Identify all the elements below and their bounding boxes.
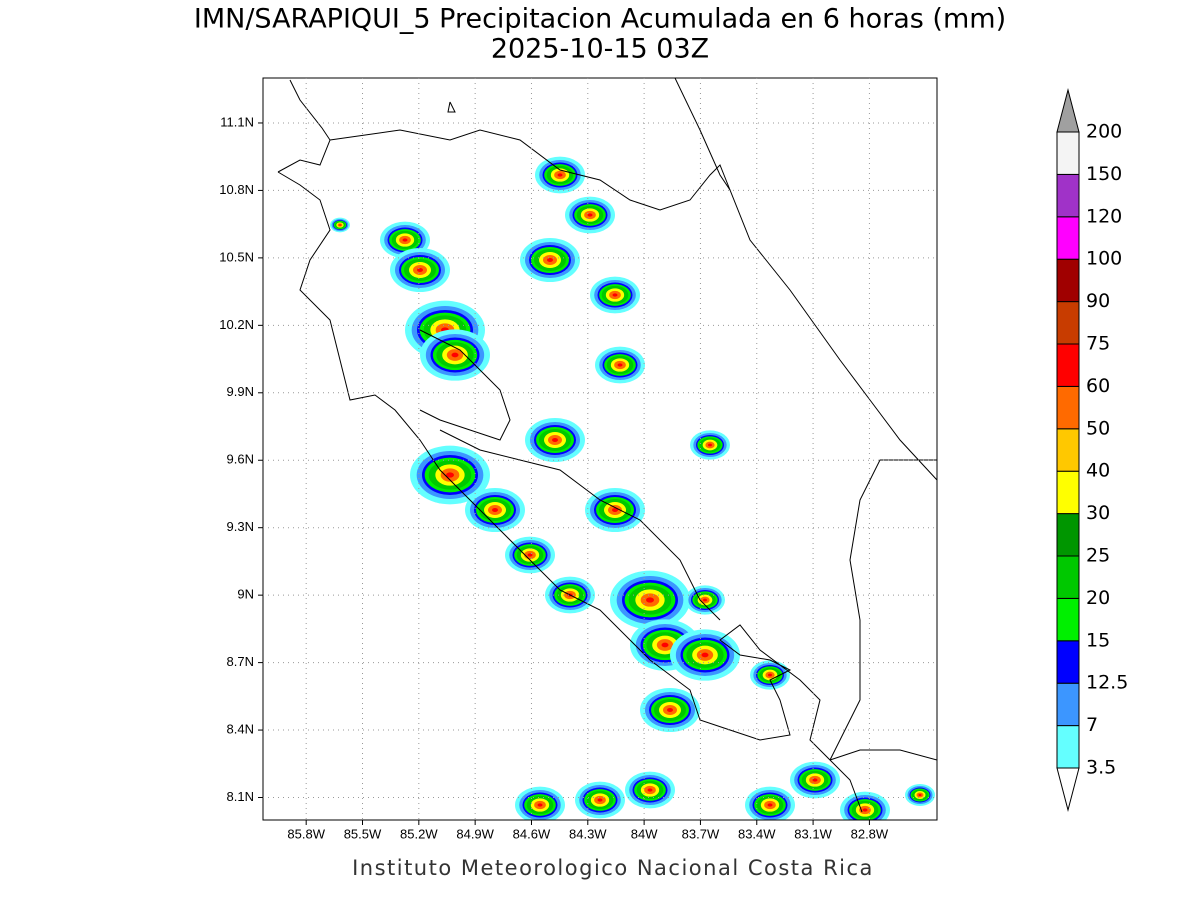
colorbar-label: 200 xyxy=(1086,121,1122,143)
map-frame xyxy=(262,77,938,821)
colorbar-label: 20 xyxy=(1086,587,1110,609)
coastlines xyxy=(277,78,937,813)
colorbar-label: 60 xyxy=(1086,375,1110,397)
y-tick-label: 9.3N xyxy=(227,519,254,534)
colorbar-box xyxy=(1056,597,1080,642)
colorbar-label: 40 xyxy=(1086,460,1110,482)
colorbar-box xyxy=(1056,555,1080,599)
colorbar-label: 90 xyxy=(1086,290,1110,312)
x-tick-label: 85.5W xyxy=(344,826,382,841)
colorbar-under xyxy=(1056,767,1080,812)
subtitle: 2025-10-15 03Z xyxy=(491,34,709,65)
colorbar-box xyxy=(1056,513,1080,557)
precipitation-field xyxy=(330,156,935,820)
x-tick-label: 84.3W xyxy=(569,826,607,841)
x-tick-label: 84.9W xyxy=(456,826,494,841)
x-tick-label: 84W xyxy=(631,826,658,841)
colorbar-label: 12.5 xyxy=(1086,672,1128,694)
colorbar-label: 3.5 xyxy=(1086,757,1116,779)
title: IMN/SARAPIQUI_5 Precipitacion Acumulada … xyxy=(194,4,1006,35)
colorbar-box xyxy=(1056,470,1080,515)
colorbar-box xyxy=(1056,640,1080,684)
y-tick-label: 9N xyxy=(237,587,254,602)
x-tick-label: 85.8W xyxy=(287,826,325,841)
colorbar-label: 100 xyxy=(1086,248,1122,270)
colorbar-box xyxy=(1056,343,1080,387)
y-tick-label: 11.1N xyxy=(220,114,254,129)
y-tick-label: 9.6N xyxy=(227,452,254,467)
y-tick-label: 8.7N xyxy=(227,654,254,669)
colorbar-label: 15 xyxy=(1086,629,1110,651)
colorbar-box xyxy=(1056,385,1080,430)
colorbar-label: 25 xyxy=(1086,545,1110,567)
x-tick-label: 82.8W xyxy=(851,826,889,841)
y-tick-label: 10.8N xyxy=(219,182,254,197)
y-tick-label: 10.5N xyxy=(219,249,254,264)
colorbar-box xyxy=(1056,725,1080,769)
x-tick-label: 83.7W xyxy=(682,826,720,841)
x-tick-label: 83.1W xyxy=(794,826,832,841)
colorbar-box xyxy=(1056,682,1080,727)
y-tick-label: 8.1N xyxy=(227,789,254,804)
colorbar-label: 7 xyxy=(1086,714,1098,736)
x-tick-label: 84.6W xyxy=(513,826,551,841)
x-tick-label: 85.2W xyxy=(400,826,438,841)
y-tick-label: 10.2N xyxy=(219,317,254,332)
colorbar-box xyxy=(1056,258,1080,303)
colorbar-label: 30 xyxy=(1086,502,1110,524)
y-tick-label: 8.4N xyxy=(227,721,254,736)
x-tick-label: 83.4W xyxy=(738,826,776,841)
colorbar-box xyxy=(1056,131,1080,175)
colorbar-label: 150 xyxy=(1086,163,1122,185)
colorbar-box xyxy=(1056,301,1080,345)
colorbar-box xyxy=(1056,173,1080,218)
y-tick-label: 9.9N xyxy=(227,384,254,399)
colorbar-label: 50 xyxy=(1086,417,1110,439)
colorbar-over xyxy=(1056,88,1080,133)
footer: Instituto Meteorologico Nacional Costa R… xyxy=(352,856,874,880)
colorbar-label: 75 xyxy=(1086,333,1110,355)
colorbar-box xyxy=(1056,216,1080,260)
colorbar-label: 120 xyxy=(1086,205,1122,227)
colorbar-box xyxy=(1056,428,1080,472)
